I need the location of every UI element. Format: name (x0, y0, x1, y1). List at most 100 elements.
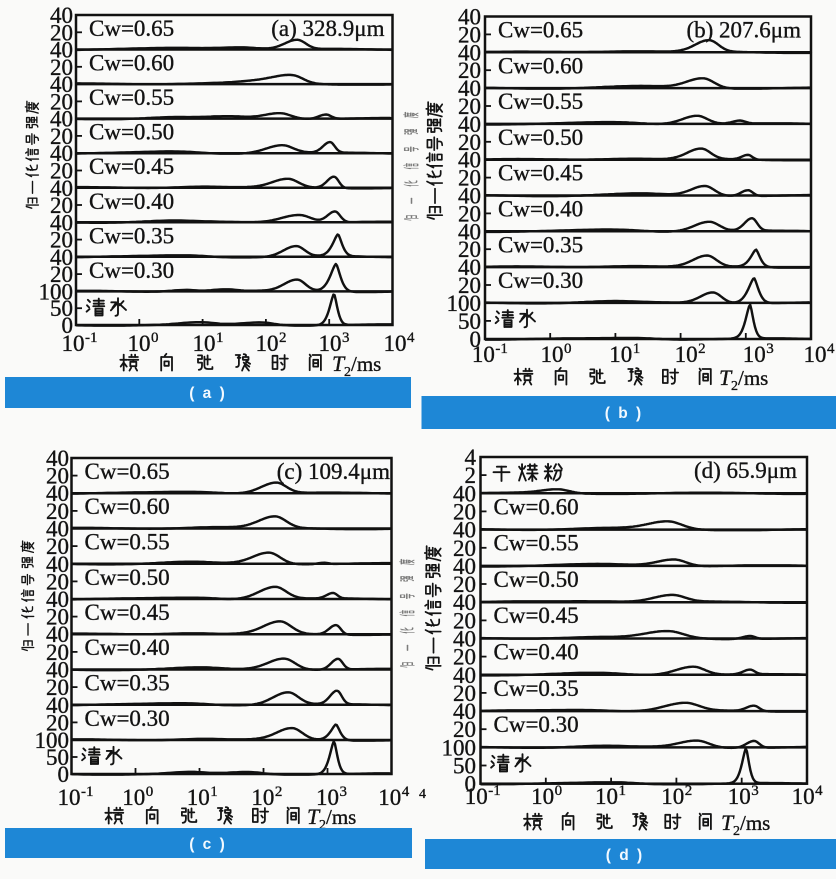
svg-text:40: 40 (453, 699, 476, 724)
svg-text:40: 40 (50, 210, 73, 235)
svg-text:20: 20 (453, 608, 476, 633)
svg-text:40: 40 (453, 627, 476, 652)
svg-text:Cw=0.40: Cw=0.40 (494, 640, 579, 665)
svg-text:T: T (332, 351, 346, 376)
svg-text:3: 3 (751, 783, 759, 799)
svg-text:0: 0 (58, 762, 70, 787)
svg-text:20: 20 (46, 640, 69, 665)
svg-text:( c ): ( c ) (189, 836, 227, 853)
svg-text:20: 20 (50, 193, 73, 218)
svg-text:/ms: /ms (738, 366, 768, 390)
svg-text:T: T (719, 365, 733, 390)
svg-text:( d ): ( d ) (606, 847, 644, 864)
svg-text:20: 20 (453, 717, 476, 742)
svg-text:10: 10 (661, 784, 684, 809)
svg-text:4: 4 (407, 330, 415, 346)
svg-text:10: 10 (58, 785, 81, 810)
svg-text:20: 20 (458, 94, 481, 119)
svg-text:Cw=0.30: Cw=0.30 (498, 268, 583, 293)
svg-text:2: 2 (685, 783, 693, 799)
svg-text:2: 2 (731, 379, 738, 394)
svg-text:Cw=0.60: Cw=0.60 (498, 53, 583, 78)
svg-text:20: 20 (453, 572, 476, 597)
svg-text:1: 1 (216, 330, 224, 346)
svg-text:10: 10 (792, 784, 815, 809)
svg-text:20: 20 (46, 534, 69, 559)
svg-text:100: 100 (35, 728, 70, 753)
svg-text:1: 1 (619, 783, 627, 799)
svg-text:20: 20 (458, 166, 481, 191)
svg-text:10: 10 (122, 785, 145, 810)
svg-text:20: 20 (458, 130, 481, 155)
svg-text:40: 40 (458, 184, 481, 209)
svg-text:Cw=0.30: Cw=0.30 (89, 258, 174, 283)
svg-text:-1: -1 (495, 341, 508, 357)
svg-text:4: 4 (815, 783, 823, 799)
svg-text:40: 40 (46, 552, 69, 577)
svg-text:20: 20 (453, 500, 476, 525)
svg-text:10: 10 (187, 785, 210, 810)
svg-text:20: 20 (46, 710, 69, 735)
svg-text:-1: -1 (488, 783, 501, 799)
svg-text:20: 20 (50, 20, 73, 45)
svg-text:20: 20 (50, 159, 73, 184)
svg-text:Cw=0.30: Cw=0.30 (85, 706, 170, 731)
svg-text:20: 20 (458, 201, 481, 226)
svg-text:Cw=0.50: Cw=0.50 (494, 567, 579, 592)
svg-text:Cw=0.35: Cw=0.35 (498, 232, 583, 257)
svg-text:2: 2 (275, 784, 283, 800)
svg-text:20: 20 (50, 262, 73, 287)
svg-text:Cw=0.40: Cw=0.40 (498, 197, 583, 222)
svg-text:100: 100 (442, 735, 477, 760)
svg-text:50: 50 (50, 296, 73, 321)
svg-text:Cw=0.65: Cw=0.65 (85, 459, 170, 484)
svg-text:0: 0 (146, 784, 154, 800)
svg-text:20: 20 (458, 22, 481, 47)
svg-text:10: 10 (378, 785, 401, 810)
svg-text:40: 40 (50, 3, 73, 28)
svg-text:2: 2 (319, 818, 326, 833)
svg-text:4: 4 (419, 787, 426, 802)
svg-text:20: 20 (50, 228, 73, 253)
svg-text:-1: -1 (81, 784, 94, 800)
svg-text:Cw=0.45: Cw=0.45 (494, 603, 579, 628)
svg-text:10: 10 (541, 342, 564, 367)
svg-text:100: 100 (39, 279, 74, 304)
svg-text:20: 20 (458, 273, 481, 298)
svg-text:Cw=0.60: Cw=0.60 (494, 494, 579, 519)
svg-text:1: 1 (210, 784, 218, 800)
svg-text:Cw=0.60: Cw=0.60 (85, 494, 170, 519)
svg-text:Cw=0.55: Cw=0.55 (498, 89, 583, 114)
svg-text:Cw=0.35: Cw=0.35 (85, 671, 170, 696)
svg-text:1: 1 (633, 341, 641, 357)
svg-text:Cw=0.50: Cw=0.50 (498, 125, 583, 150)
svg-text:10: 10 (472, 342, 495, 367)
svg-text:Cw=0.55: Cw=0.55 (89, 85, 174, 110)
svg-text:10: 10 (675, 342, 698, 367)
svg-text:40: 40 (458, 112, 481, 137)
svg-text:Cw=0.65: Cw=0.65 (498, 18, 583, 43)
svg-text:10: 10 (531, 784, 554, 809)
svg-text:Cw=0.60: Cw=0.60 (89, 51, 174, 76)
svg-text:40: 40 (46, 481, 69, 506)
svg-text:40: 40 (453, 663, 476, 688)
svg-text:40: 40 (50, 176, 73, 201)
svg-text:10: 10 (251, 785, 274, 810)
svg-text:40: 40 (453, 554, 476, 579)
svg-text:40: 40 (50, 245, 73, 270)
svg-text:40: 40 (50, 38, 73, 63)
svg-text:0: 0 (465, 772, 477, 797)
svg-text:20: 20 (453, 645, 476, 670)
svg-text:-1: -1 (85, 330, 98, 346)
svg-text:Cw=0.50: Cw=0.50 (89, 120, 174, 145)
svg-text:2: 2 (465, 463, 477, 488)
svg-text:0: 0 (62, 313, 74, 338)
svg-text:10: 10 (804, 342, 827, 367)
svg-text:(d) 65.9μm: (d) 65.9μm (694, 458, 797, 483)
svg-text:( a ): ( a ) (189, 385, 227, 402)
svg-text:2: 2 (344, 365, 351, 380)
svg-text:3: 3 (342, 330, 350, 346)
svg-text:40: 40 (46, 658, 69, 683)
svg-text:Cw=0.40: Cw=0.40 (85, 635, 170, 660)
svg-text:20: 20 (453, 681, 476, 706)
